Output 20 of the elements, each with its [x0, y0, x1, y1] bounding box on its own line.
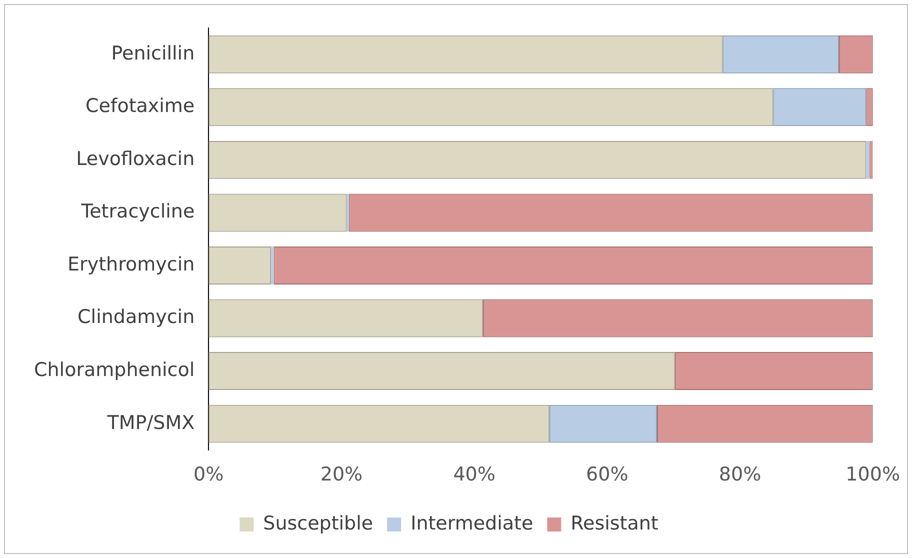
y-tick-label: TMP/SMX — [106, 412, 195, 434]
x-tick-label: 20% — [320, 464, 363, 486]
bar — [870, 140, 873, 179]
x-tick-label: 100% — [846, 464, 900, 486]
y-tick-label: Chloramphenicol — [34, 358, 195, 381]
bar — [271, 246, 274, 284]
x-tick-label: 40% — [453, 464, 496, 486]
y-tick-label: Clindamycin — [78, 306, 195, 328]
legend-label: Resistant — [570, 512, 658, 534]
y-tick-label: Penicillin — [111, 42, 195, 64]
x-tick-label: 60% — [586, 464, 628, 486]
bar — [866, 140, 870, 179]
x-tick-label: 0% — [194, 464, 224, 486]
y-tick-label: Tetracycline — [80, 200, 195, 223]
legend-label: Intermediate — [410, 512, 534, 534]
y-tick-label: Levofloxacin — [76, 148, 195, 170]
y-tick-label: Erythromycin — [68, 253, 195, 276]
x-tick-label: 80% — [718, 464, 762, 486]
legend-label: Susceptible — [263, 512, 374, 534]
y-tick-label: Cefotaxime — [86, 95, 195, 118]
